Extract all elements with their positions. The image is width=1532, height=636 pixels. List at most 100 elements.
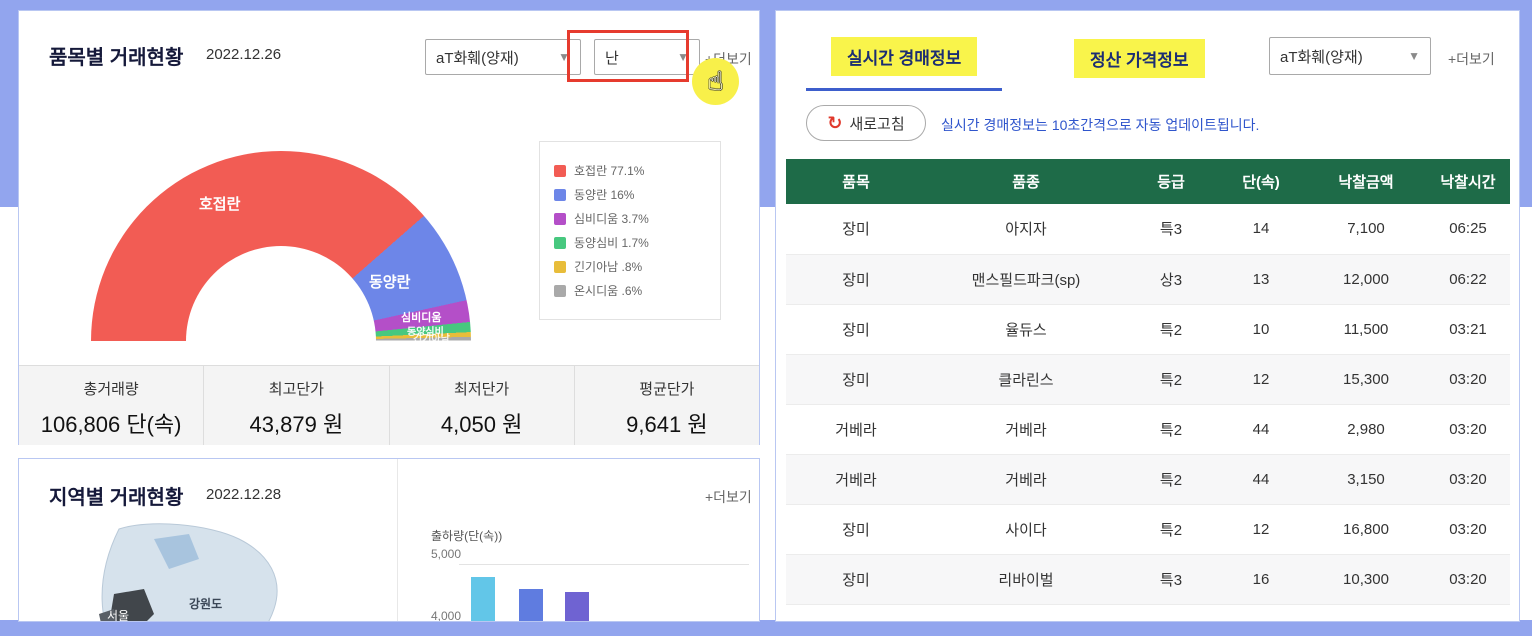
legend-item: 동양란 16%	[554, 186, 706, 203]
cell-variety: 아지자	[926, 204, 1126, 255]
legend-swatch	[554, 164, 566, 177]
stat-max-price: 최고단가 43,879 원	[204, 366, 390, 445]
page-footer-band	[0, 620, 1532, 636]
cell-variety: 리바이벌	[926, 554, 1126, 605]
cell-item: 장미	[786, 204, 926, 255]
cell-bid-amount: 12,000	[1306, 254, 1426, 305]
cell-grade: 특2	[1126, 304, 1216, 355]
table-row[interactable]: 장미 리바이벌 특3 16 10,300 03:20	[786, 554, 1510, 605]
cell-bid-amount: 7,100	[1306, 204, 1426, 255]
cell-grade: 특2	[1126, 454, 1216, 505]
cell-bid-time: 03:20	[1426, 454, 1510, 505]
chevron-down-icon: ▼	[1408, 49, 1420, 63]
cell-bid-time: 06:22	[1426, 254, 1510, 305]
legend-label: 심비디움 3.7%	[574, 212, 649, 226]
cell-variety: 클라린스	[926, 354, 1126, 405]
auction-market-select-value: aT화훼(양재)	[1280, 48, 1363, 66]
cell-unit: 44	[1216, 404, 1306, 455]
tab-realtime-auction[interactable]: 실시간 경매정보	[831, 37, 978, 76]
cell-bid-amount: 2,980	[1306, 404, 1426, 455]
mini-bar	[471, 577, 495, 621]
stat-label: 최고단가	[268, 381, 324, 398]
legend-item: 긴기아남 .8%	[554, 258, 706, 275]
region-trade-more-link[interactable]: +더보기	[705, 489, 752, 505]
table-row[interactable]: 거베라 거베라 특2 44 2,980 03:20	[786, 404, 1510, 455]
col-unit: 단(속)	[1216, 159, 1306, 204]
cell-bid-amount: 10,300	[1306, 554, 1426, 605]
chevron-down-icon: ▼	[677, 50, 689, 64]
auction-info-panel: 실시간 경매정보 정산 가격정보 aT화훼(양재) ▼ +더보기 ↻ 새로고침 …	[775, 10, 1520, 622]
stat-value: 4,050 원	[440, 412, 523, 437]
market-select[interactable]: aT화훼(양재) ▼	[425, 39, 581, 75]
ytick-4000: 4,000	[431, 609, 462, 622]
stat-total-volume: 총거래량 106,806 단(속)	[19, 366, 205, 445]
refresh-icon: ↻	[827, 112, 843, 133]
cell-bid-time: 06:25	[1426, 204, 1510, 255]
cell-bid-amount: 11,500	[1306, 304, 1426, 355]
table-row[interactable]: 장미 사이다 특2 12 16,800 03:20	[786, 504, 1510, 555]
cell-bid-time: 03:20	[1426, 504, 1510, 555]
cell-variety: 거베라	[926, 404, 1126, 455]
tab-settlement-price[interactable]: 정산 가격정보	[1074, 39, 1205, 78]
donut-label-gingianam: 긴기아남	[413, 334, 450, 341]
cell-bid-amount: 16,800	[1306, 504, 1426, 555]
legend-label: 긴기아남 .8%	[574, 260, 643, 274]
stat-value: 43,879 원	[249, 412, 344, 437]
annotation-cursor-circle: ☝	[692, 58, 739, 105]
cell-grade: 특3	[1126, 554, 1216, 605]
cell-unit: 16	[1216, 554, 1306, 605]
trade-stats-row: 총거래량 106,806 단(속) 최고단가 43,879 원 최저단가 4,0…	[19, 365, 759, 445]
mini-chart-ylabel: 출하량(단(속))	[431, 529, 503, 543]
col-bid-time: 낙찰시간	[1426, 159, 1510, 204]
legend-label: 호접란 77.1%	[574, 164, 645, 178]
legend-item: 호접란 77.1%	[554, 162, 706, 179]
item-share-half-donut-chart: 호접란 동양란 심비디움 동양심비 긴기아남	[91, 151, 471, 341]
cell-variety: 율듀스	[926, 304, 1126, 355]
korea-map-svg	[99, 523, 278, 621]
legend-swatch	[554, 212, 566, 225]
legend-item: 심비디움 3.7%	[554, 210, 706, 227]
auction-market-select[interactable]: aT화훼(양재) ▼	[1269, 37, 1431, 75]
korea-region-map: 서울 강원도	[59, 519, 319, 622]
table-row[interactable]: 장미 율듀스 특2 10 11,500 03:21	[786, 304, 1510, 355]
stat-label: 평균단가	[639, 381, 695, 398]
item-select[interactable]: 난 ▼	[594, 39, 700, 75]
stat-label: 최저단가	[454, 381, 510, 398]
region-trade-panel: 지역별 거래현황 2022.12.28 +더보기 서울 강원도 출하량(단(속)…	[18, 458, 760, 622]
cell-bid-amount: 3,150	[1306, 454, 1426, 505]
cell-item: 장미	[786, 554, 926, 605]
refresh-button[interactable]: ↻ 새로고침	[806, 105, 926, 141]
cell-unit: 10	[1216, 304, 1306, 355]
panel-divider	[397, 459, 398, 621]
map-label-seoul: 서울	[107, 609, 130, 622]
table-row[interactable]: 장미 클라린스 특2 12 15,300 03:20	[786, 354, 1510, 405]
col-grade: 등급	[1126, 159, 1216, 204]
cell-item: 거베라	[786, 404, 926, 455]
cell-grade: 특2	[1126, 354, 1216, 405]
item-trade-title: 품목별 거래현황	[49, 47, 184, 69]
cell-bid-time: 03:20	[1426, 354, 1510, 405]
table-row[interactable]: 거베라 거베라 특2 44 3,150 03:20	[786, 454, 1510, 505]
legend-item: 동양심비 1.7%	[554, 234, 706, 251]
auto-update-notice: 실시간 경매정보는 10초간격으로 자동 업데이트됩니다.	[941, 117, 1260, 133]
cell-item: 장미	[786, 304, 926, 355]
refresh-label: 새로고침	[849, 115, 905, 133]
table-row[interactable]: 장미 아지자 특3 14 7,100 06:25	[786, 204, 1510, 255]
legend-swatch	[554, 188, 566, 201]
cell-unit: 44	[1216, 454, 1306, 505]
auction-table-header-row: 품목 품종 등급 단(속) 낙찰금액 낙찰시간	[786, 159, 1510, 204]
cell-item: 장미	[786, 254, 926, 305]
donut-label-hojeopran: 호접란	[199, 196, 241, 213]
cell-variety: 거베라	[926, 454, 1126, 505]
cell-grade: 특2	[1126, 504, 1216, 555]
table-row[interactable]: 장미 맨스필드파크(sp) 상3 13 12,000 06:22	[786, 254, 1510, 305]
legend-swatch	[554, 236, 566, 249]
market-select-value: aT화훼(양재)	[436, 49, 519, 67]
auction-more-link[interactable]: +더보기	[1448, 51, 1495, 67]
legend-swatch	[554, 284, 566, 297]
cell-unit: 12	[1216, 504, 1306, 555]
cell-unit: 12	[1216, 354, 1306, 405]
stat-value: 9,641 원	[626, 412, 708, 437]
cell-variety: 맨스필드파크(sp)	[926, 254, 1126, 305]
stat-value: 106,806 단(속)	[40, 412, 182, 437]
